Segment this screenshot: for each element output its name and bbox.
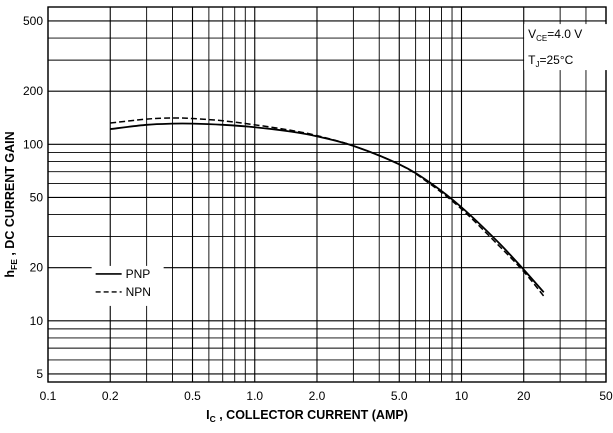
x-tick-labels: 0.1 0.2 0.5 1.0 2.0 5.0 10 20 50 [40, 389, 613, 403]
x-title-sub: C [210, 414, 216, 424]
x-tick-label: 50 [599, 389, 613, 403]
y-tick-label: 20 [30, 261, 44, 275]
plot-frame [47, 6, 607, 383]
series-line-pnp [110, 122, 545, 293]
x-tick-label: 0.2 [102, 389, 119, 403]
y-title-main: h [3, 270, 17, 278]
x-tick-label: 1.0 [246, 389, 263, 403]
y-axis-title: hFE , DC CURRENT GAIN [3, 131, 19, 277]
vce-annotation: VCE=4.0 V [528, 27, 582, 43]
grid-lines [47, 6, 607, 382]
annotation-background [524, 24, 611, 71]
series-layer [110, 117, 545, 297]
y-title-rest: , DC CURRENT GAIN [3, 131, 17, 259]
x-tick-label: 20 [517, 389, 531, 403]
x-tick-label: 0.1 [40, 389, 57, 403]
x-tick-label: 2.0 [309, 389, 326, 403]
legend: PNP NPN [91, 265, 164, 306]
y-title-sub: FE [9, 259, 19, 270]
series-line-npn [110, 117, 545, 297]
vce-rest: =4.0 V [547, 27, 582, 41]
y-tick-label: 500 [23, 14, 43, 28]
tj-rest: =25°C [539, 53, 573, 67]
x-axis-title: IC , COLLECTOR CURRENT (AMP) [206, 408, 408, 424]
conditions-annotation: VCE=4.0 V TJ=25°C [524, 24, 611, 71]
tj-sub: J [535, 60, 539, 69]
y-tick-label: 5 [36, 367, 43, 381]
legend-npn-label: NPN [126, 285, 151, 299]
y-tick-label: 100 [23, 137, 43, 151]
y-tick-labels: 5 10 20 50 100 200 500 [23, 14, 43, 381]
x-tick-label: 5.0 [391, 389, 408, 403]
legend-pnp-label: PNP [126, 267, 151, 281]
y-tick-label: 200 [23, 84, 43, 98]
tj-main: T [528, 53, 536, 67]
legend-background [91, 265, 164, 306]
y-tick-label: 10 [30, 314, 44, 328]
tj-annotation: TJ=25°C [528, 53, 573, 69]
vce-main: V [528, 27, 536, 41]
vce-sub: CE [536, 34, 547, 43]
x-title-main: I [206, 408, 209, 422]
y-tick-label: 50 [30, 190, 44, 204]
x-tick-label: 10 [455, 389, 469, 403]
x-tick-label: 0.5 [184, 389, 201, 403]
x-title-rest: , COLLECTOR CURRENT (AMP) [216, 408, 408, 422]
